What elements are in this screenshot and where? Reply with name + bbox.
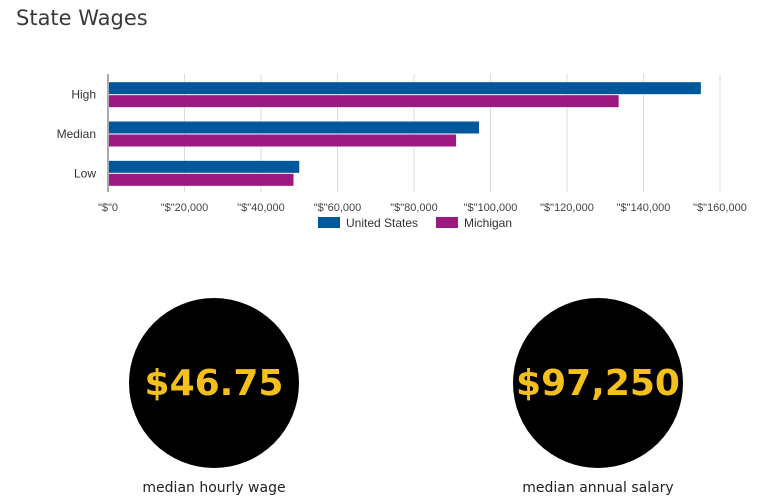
bar-united-states [109,160,300,173]
annual-salary-label: median annual salary [522,480,674,496]
x-tick-label: "$"0 [98,202,118,214]
x-tick-label: "$"120,000 [540,202,594,214]
bar-michigan [109,173,294,186]
hourly-wage-circle: $46.75 [129,298,299,468]
y-category-label: High [71,88,96,102]
x-tick-label: "$"80,000 [390,202,438,214]
bar-michigan [109,95,619,108]
legend-swatch [436,217,458,228]
bar-michigan [109,134,457,147]
x-tick-label: "$"140,000 [617,202,671,214]
hourly-wage-label: median hourly wage [142,480,286,496]
legend-label: United States [346,216,418,230]
y-category-label: Median [57,127,96,141]
legend-swatch [318,217,340,228]
x-tick-label: "$"20,000 [161,202,209,214]
bar-united-states [109,82,701,95]
x-tick-label: "$"60,000 [314,202,362,214]
x-tick-label: "$"160,000 [693,202,747,214]
annual-salary-circle: $97,250 [513,298,683,468]
hourly-wage-value: $46.75 [144,362,284,404]
x-tick-label: "$"40,000 [237,202,285,214]
x-tick-label: "$"100,000 [464,202,518,214]
bar-united-states [109,121,480,134]
annual-salary-value: $97,250 [516,362,680,404]
page-title: State Wages [16,6,148,30]
y-category-label: Low [74,166,96,180]
wage-bar-chart: "$"0 "$"20,000 "$"40,000 "$"60,000 "$"80,000… [57,74,747,230]
legend-label: Michigan [464,216,512,230]
